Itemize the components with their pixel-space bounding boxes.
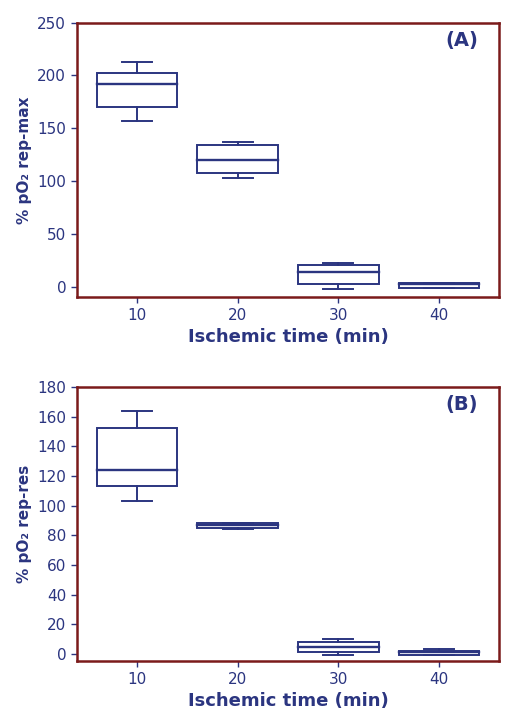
Y-axis label: % pO₂ rep-res: % pO₂ rep-res bbox=[17, 465, 31, 583]
Bar bbox=[298, 642, 379, 652]
Bar bbox=[399, 284, 479, 288]
Bar bbox=[399, 651, 479, 656]
Bar bbox=[298, 265, 379, 284]
Y-axis label: % pO₂ rep-max: % pO₂ rep-max bbox=[17, 96, 32, 224]
X-axis label: Ischemic time (min): Ischemic time (min) bbox=[188, 692, 389, 710]
Text: (B): (B) bbox=[446, 395, 478, 414]
Bar bbox=[198, 145, 278, 172]
Text: (A): (A) bbox=[445, 31, 478, 50]
Bar bbox=[198, 523, 278, 528]
Bar bbox=[97, 73, 178, 107]
Bar bbox=[97, 428, 178, 486]
X-axis label: Ischemic time (min): Ischemic time (min) bbox=[188, 328, 389, 346]
